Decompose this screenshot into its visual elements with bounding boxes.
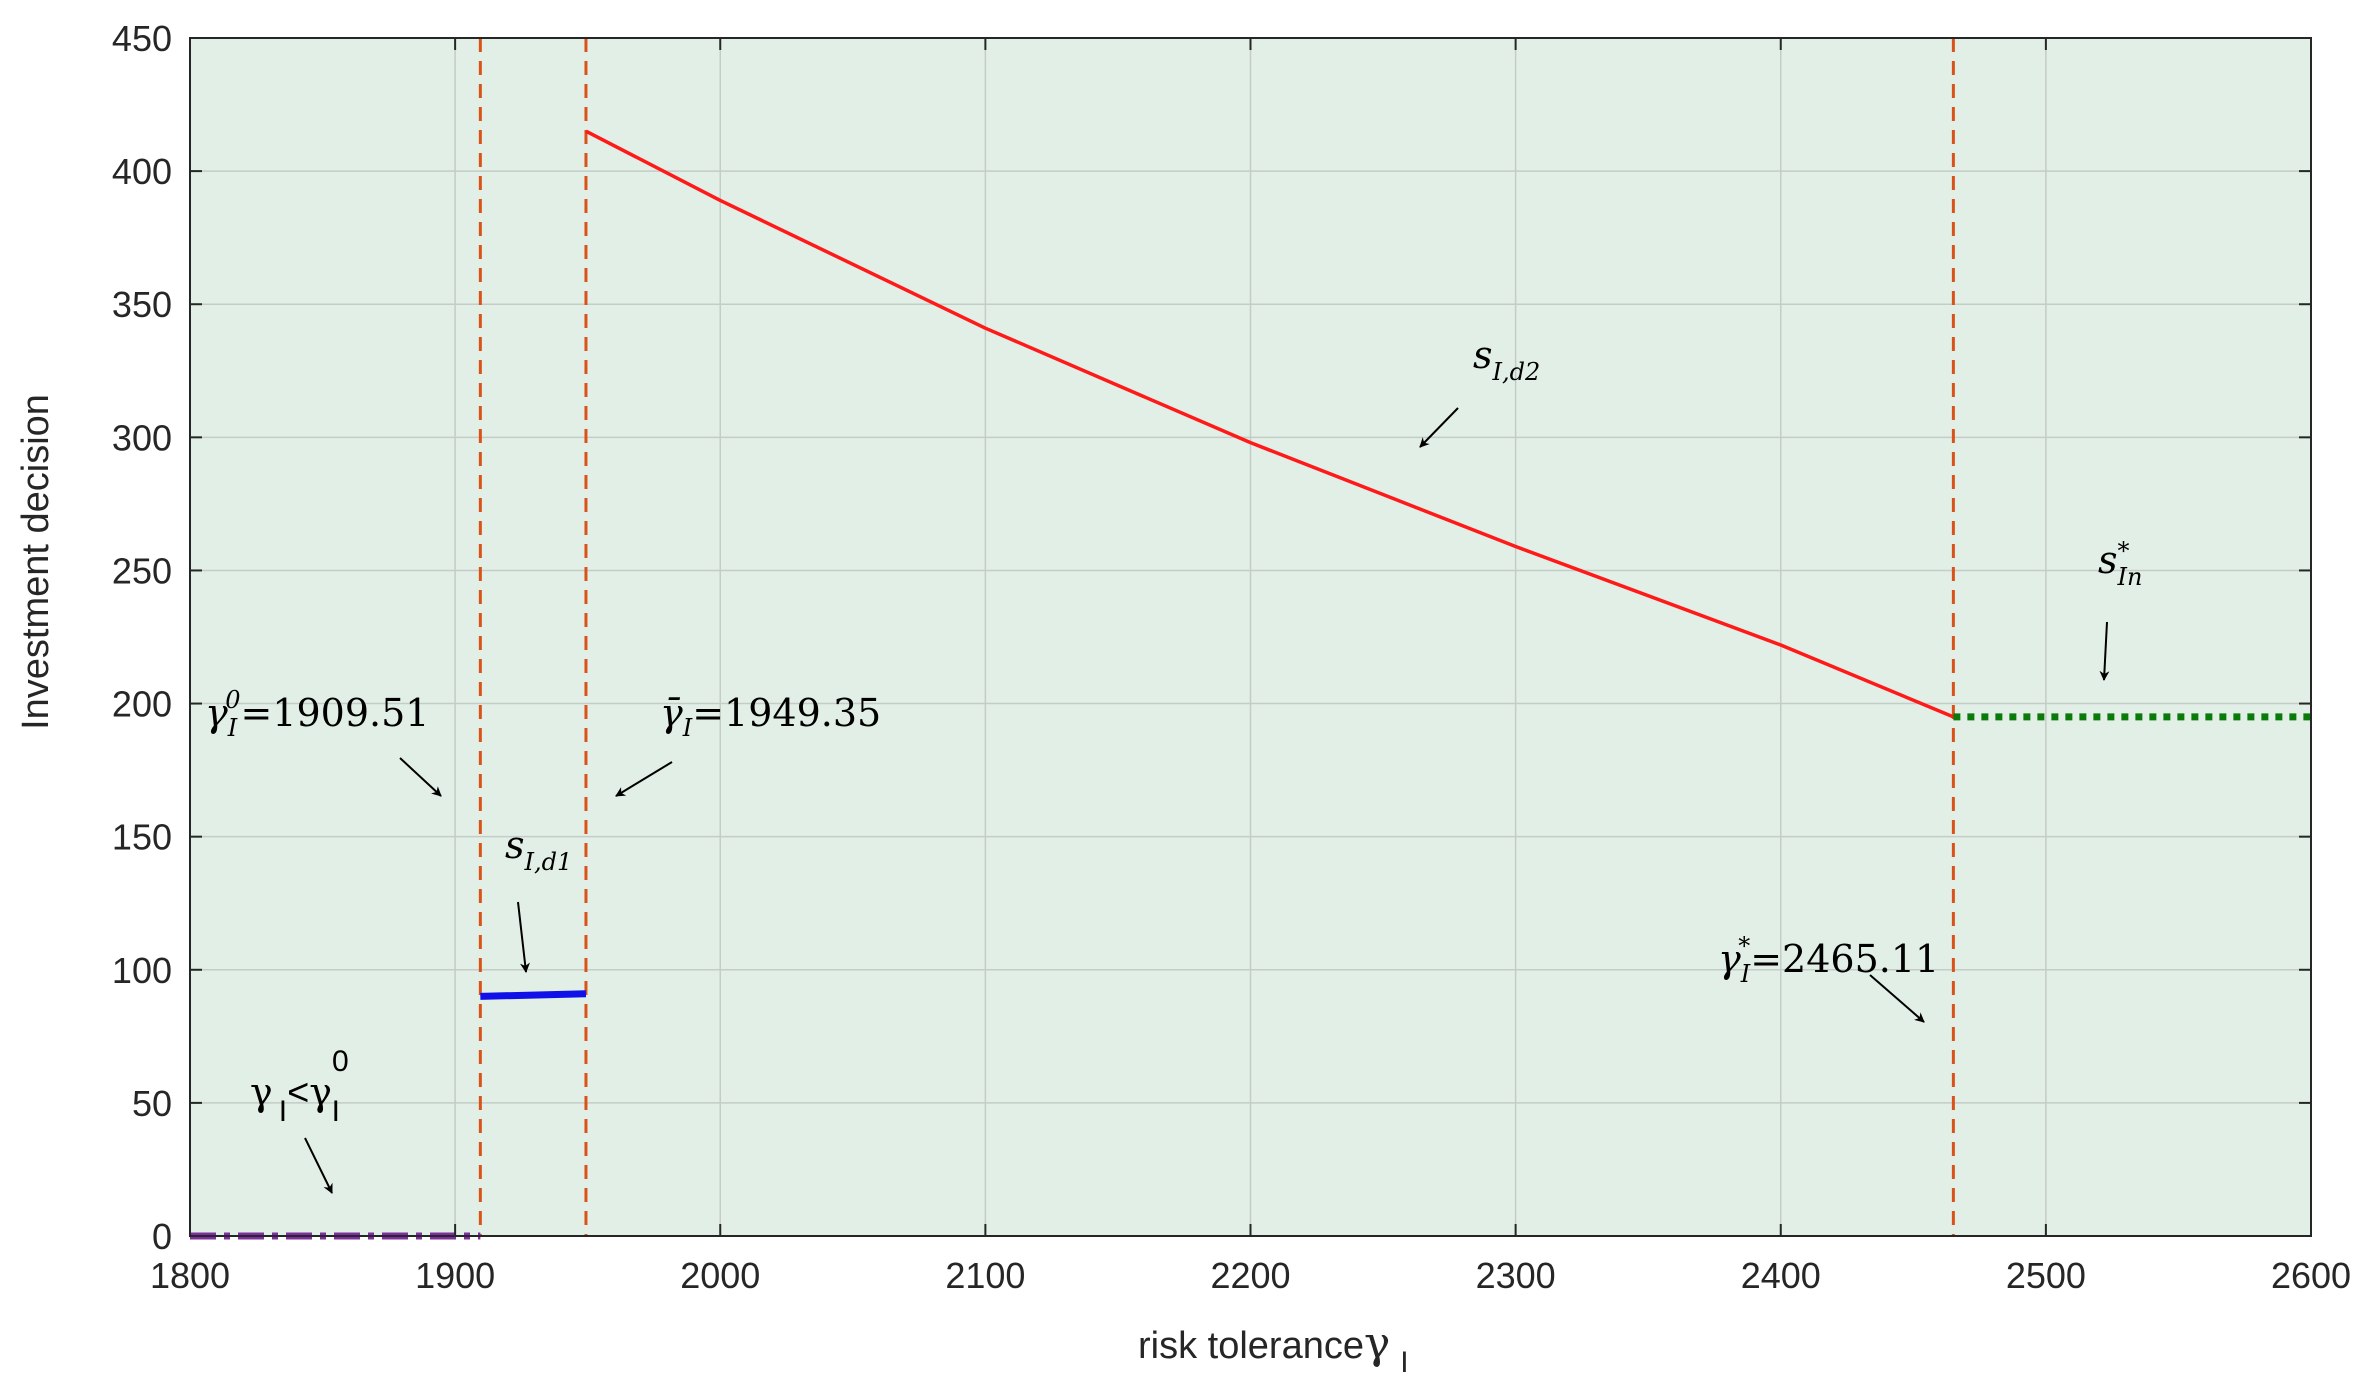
- sd2-sub: I,d2: [1492, 358, 1541, 386]
- x-axis-title: risk toleranceγ I: [1138, 1318, 1409, 1379]
- x-tick-label: 2000: [680, 1255, 760, 1296]
- gammabar-value: =1949.35: [692, 691, 881, 735]
- x-tick-label: 2300: [1476, 1255, 1556, 1296]
- arrow-low-region: [304, 1137, 333, 1194]
- x-axis-title-sub: I: [1400, 1346, 1408, 1379]
- y-axis-title: Investment decision: [15, 394, 57, 730]
- arrow-gammastar: [1869, 974, 1925, 1023]
- arrow-s-in: [2099, 621, 2110, 681]
- low-sub: I: [279, 1095, 287, 1128]
- sIn-symbol: s: [2098, 538, 2118, 582]
- annotation-s-in: s* In: [2098, 537, 2142, 591]
- x-axis-title-text: risk tolerance: [1138, 1325, 1364, 1367]
- low-sup2: 0: [332, 1045, 349, 1078]
- gammabar-symbol: γ̄: [660, 691, 683, 735]
- svg-text:γI<γ0I: γ I<γ0 I: [250, 1045, 349, 1128]
- x-tick-label: 1800: [150, 1255, 230, 1296]
- x-tick-label: 2200: [1210, 1255, 1290, 1296]
- svg-text:γI*=2465.11: γI*=2465.11: [1718, 932, 1939, 988]
- annotation-s-d1: sI,d1: [505, 823, 572, 876]
- gammastar-symbol: γ: [1718, 937, 1741, 981]
- annotation-arrows: [304, 407, 2110, 1194]
- x-tick-label: 2600: [2271, 1255, 2351, 1296]
- sd1-symbol: s: [505, 823, 525, 867]
- y-tick-label: 0: [152, 1216, 172, 1257]
- arrow-s-d1: [517, 901, 530, 973]
- x-tick-label: 1900: [415, 1255, 495, 1296]
- low-symbol: γ: [250, 1070, 273, 1114]
- gammastar-value: =2465.11: [1750, 937, 1939, 981]
- low-rel: <: [287, 1072, 309, 1114]
- gammastar-sup: *: [1738, 932, 1750, 960]
- sd2-symbol: s: [1473, 333, 1493, 377]
- arrow-gamma0: [399, 757, 442, 797]
- axis-ticks: [189, 37, 2312, 1237]
- y-tick-labels: 0 50 100 150 200 250 300 350 400 450: [112, 18, 172, 1257]
- series-line-s-i-d1: [480, 990, 587, 1000]
- sIn-sup: *: [2118, 537, 2130, 565]
- y-tick-label: 200: [112, 684, 172, 725]
- svg-text:sI,d2: sI,d2: [1473, 333, 1540, 386]
- y-tick-label: 100: [112, 950, 172, 991]
- svg-text:γI0=1909.51: γI0=1909.51: [205, 686, 429, 742]
- gamma0-sub: I: [227, 714, 238, 742]
- x-tick-label: 2400: [1741, 1255, 1821, 1296]
- svg-text:γ̄I=1949.35: γ̄I=1949.35: [660, 691, 881, 742]
- series-line-s-i-d2: [585, 129, 1955, 719]
- sd1-sub: I,d1: [524, 848, 573, 876]
- annotation-s-d2: sI,d2: [1473, 333, 1540, 386]
- gammabar-sub: I: [682, 714, 693, 742]
- x-tick-labels: 1800 1900 2000 2100 2200 2300 2400 2500 2600: [150, 1255, 2351, 1296]
- gamma0-value: =1909.51: [240, 691, 429, 735]
- gamma0-sup: 0: [225, 686, 240, 714]
- annotation-gammastar: γI*=2465.11: [1718, 932, 1939, 988]
- y-tick-label: 400: [112, 151, 172, 192]
- vertical-reference-lines: [478, 38, 1955, 1236]
- svg-text:sI,d1: sI,d1: [505, 823, 572, 876]
- y-tick-label: 50: [132, 1083, 172, 1124]
- y-tick-label: 450: [112, 18, 172, 59]
- x-tick-label: 2500: [2006, 1255, 2086, 1296]
- y-tick-label: 300: [112, 417, 172, 458]
- annotation-low-region: γ I<γ0 I: [250, 1045, 349, 1128]
- y-tick-label: 250: [112, 550, 172, 591]
- gamma0-symbol: γ: [205, 691, 228, 735]
- arrow-gammabar: [615, 761, 673, 797]
- arrow-s-d2: [1419, 407, 1459, 448]
- low-sub2: I: [332, 1095, 340, 1128]
- x-tick-label: 2100: [945, 1255, 1025, 1296]
- gammastar-sub: I: [1740, 960, 1751, 988]
- svg-text:s*In: s* In: [2098, 537, 2142, 591]
- x-axis-title-symbol: γ: [1364, 1318, 1390, 1369]
- y-tick-label: 150: [112, 817, 172, 858]
- annotation-gamma0: γI0=1909.51: [205, 686, 429, 742]
- y-tick-label: 350: [112, 284, 172, 325]
- low-symbol2: γ: [309, 1070, 332, 1114]
- sIn-sub: In: [2117, 563, 2143, 591]
- annotation-gammabar: γ̄I=1949.35: [660, 691, 881, 742]
